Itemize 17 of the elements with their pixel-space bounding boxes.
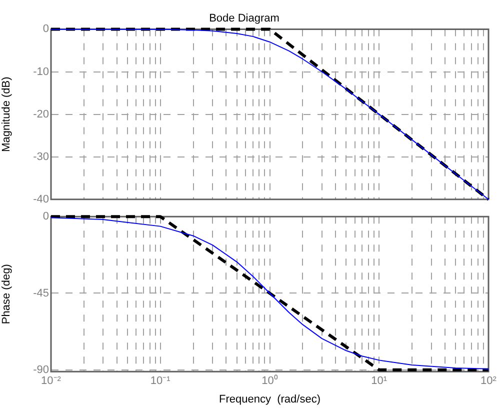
y-tick-label: -30 xyxy=(33,150,49,163)
y-tick-label: 0 xyxy=(42,23,49,36)
y-tick-label: -45 xyxy=(33,287,49,300)
y-tick-label: -90 xyxy=(33,364,49,376)
y-tick-label: -40 xyxy=(33,193,49,206)
y-tick-label: -10 xyxy=(33,66,49,78)
chart-title: Bode Diagram xyxy=(209,12,280,25)
y-axis-title: Phase (deg) xyxy=(0,264,13,324)
y-axis-title: Magnitude (dB) xyxy=(0,76,13,152)
y-tick-label: -20 xyxy=(33,108,49,120)
x-axis-title: Frequency (rad/sec) xyxy=(219,393,320,406)
x-tick-label: 10² xyxy=(480,375,497,388)
x-tick-label: 10⁻² xyxy=(41,375,62,388)
x-tick-label: 10⁰ xyxy=(262,374,278,388)
x-tick-label: 10⁻¹ xyxy=(150,375,171,388)
y-tick-label: 0 xyxy=(42,210,49,223)
x-tick-label: 10¹ xyxy=(371,375,388,388)
